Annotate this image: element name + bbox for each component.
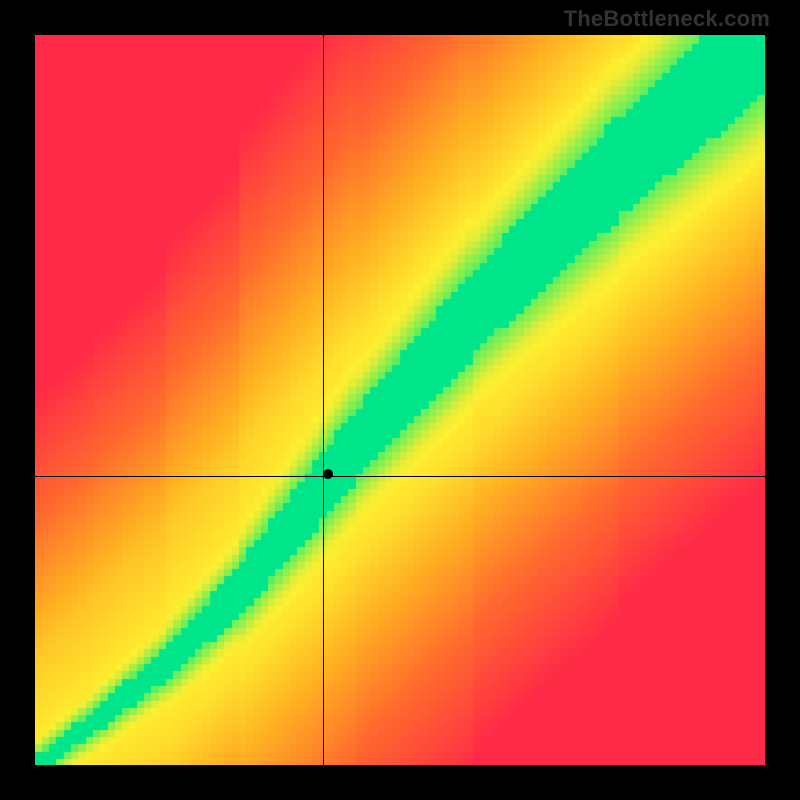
watermark-text: TheBottleneck.com [564, 6, 770, 32]
chart-container: TheBottleneck.com [0, 0, 800, 800]
crosshair-horizontal [35, 476, 765, 477]
crosshair-vertical [323, 35, 324, 765]
bottleneck-heatmap [35, 35, 765, 765]
selection-marker [323, 469, 333, 479]
